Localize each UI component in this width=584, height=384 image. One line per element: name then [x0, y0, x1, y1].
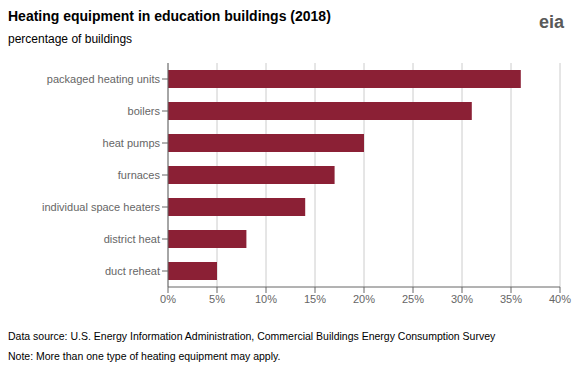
html-text:Heating equipment in education: Heating equipment in education buildings… [8, 8, 331, 24]
svg-text:35%: 35% [500, 293, 522, 305]
svg-text:district heat: district heat [104, 233, 160, 245]
svg-text:duct reheat: duct reheat [105, 265, 160, 277]
svg-text:20%: 20% [353, 293, 375, 305]
html-text:Note: More than one type of he: Note: More than one type of heating equi… [8, 350, 281, 362]
svg-text:heat pumps: heat pumps [103, 137, 161, 149]
svg-text:0%: 0% [160, 293, 176, 305]
svg-text:15%: 15% [304, 293, 326, 305]
svg-text:30%: 30% [451, 293, 473, 305]
svg-text:40%: 40% [549, 293, 571, 305]
svg-text:10%: 10% [255, 293, 277, 305]
html-text:percentage of buildings: percentage of buildings [8, 32, 133, 46]
svg-text:individual space heaters: individual space heaters [42, 201, 161, 213]
svg-text:packaged heating units: packaged heating units [47, 73, 161, 85]
svg-text:boilers: boilers [128, 105, 161, 117]
svg-text:5%: 5% [209, 293, 225, 305]
svg-text:furnaces: furnaces [118, 169, 161, 181]
html-text:Data source: U.S. Energy Infor: Data source: U.S. Energy Information Adm… [8, 330, 496, 342]
html-text:eia: eia [539, 12, 564, 32]
svg-text:25%: 25% [402, 293, 424, 305]
